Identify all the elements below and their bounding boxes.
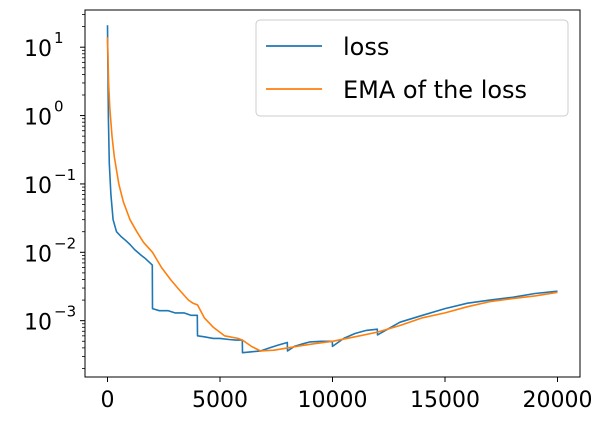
- x-tick-label: 10000: [298, 388, 368, 413]
- y-tick-label: 10: [24, 242, 52, 267]
- x-tick-label: 15000: [410, 388, 480, 413]
- x-tick-label: 0: [101, 388, 115, 413]
- legend-box: [255, 19, 569, 117]
- x-axis: 0 5000 10000 15000 20000: [101, 377, 593, 413]
- series-layer: [106, 25, 558, 354]
- y-tick-label: 10: [24, 174, 52, 199]
- y-tick-exponent: −1: [54, 166, 76, 184]
- legend-label-ema: EMA of the loss: [343, 76, 527, 104]
- series-line-loss: [106, 25, 558, 354]
- series-line-ema: [106, 37, 558, 352]
- y-tick-exponent: −2: [54, 234, 76, 252]
- x-tick-label: 20000: [523, 388, 593, 413]
- y-tick-exponent: −3: [54, 303, 76, 321]
- y-tick-exponent: 1: [54, 29, 64, 47]
- y-tick-label: 10: [24, 311, 52, 336]
- legend-label-loss: loss: [343, 33, 389, 61]
- y-tick-label: 10: [24, 37, 52, 62]
- y-tick-label: 10: [24, 106, 52, 131]
- x-tick-label: 5000: [192, 388, 248, 413]
- legend: loss EMA of the loss: [255, 19, 569, 117]
- y-tick-exponent: 0: [54, 98, 64, 116]
